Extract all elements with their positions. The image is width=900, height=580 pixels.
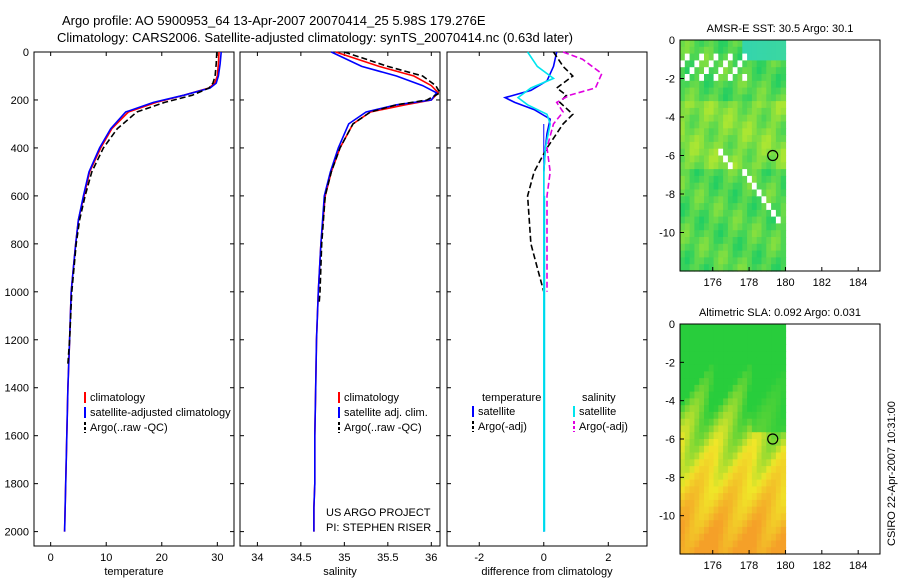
series-line-argo-raw-qc- xyxy=(67,51,218,364)
legend-diff-sal-satellite-label: satellite xyxy=(579,406,616,418)
series-line-argo-raw-qc- xyxy=(318,51,442,304)
salinity-panel-xtick-label: 36 xyxy=(425,552,437,564)
difference-panel-xlabel: difference from climatology xyxy=(481,566,613,578)
temperature-panel-ytick-label: 2000 xyxy=(5,527,29,539)
sla-map-xtick-label: 178 xyxy=(740,560,758,572)
sst-map-xtick-label: 184 xyxy=(849,277,867,289)
temperature-panel-xlabel: temperature xyxy=(104,566,163,578)
temperature-panel-ytick-label: 1800 xyxy=(5,479,29,491)
salinity-panel-xtick-label: 34.5 xyxy=(290,552,311,564)
salinity-panel-xlabel: salinity xyxy=(323,566,357,578)
sst-map-title: AMSR-E SST: 30.5 Argo: 30.1 xyxy=(707,23,854,35)
sla-map-xtick-label: 176 xyxy=(704,560,722,572)
sla-map-field xyxy=(680,324,787,555)
temperature-panel-ytick-label: 1600 xyxy=(5,431,29,443)
temperature-panel-xtick-label: 10 xyxy=(100,552,112,564)
legend-sal-satellite-label: satellite adj. clim. xyxy=(344,407,428,419)
temperature-panel-ytick-label: 600 xyxy=(11,191,29,203)
sst-map-ytick-label: -8 xyxy=(665,189,675,201)
temperature-panel-ytick-label: 400 xyxy=(11,143,29,155)
sla-map-argo-marker xyxy=(767,433,779,445)
legend-temp-argo-label: Argo(..raw -QC) xyxy=(90,422,168,434)
legend-sal-climatology-label: climatology xyxy=(344,392,400,404)
temperature-panel-frame xyxy=(33,51,235,547)
temperature-panel-ytick-label: 0 xyxy=(23,47,29,59)
sla-map-xtick-label: 182 xyxy=(813,560,831,572)
legend-temp-satellite-label: satellite-adjusted climatology xyxy=(90,407,231,419)
sla-map-xtick-label: 184 xyxy=(849,560,867,572)
salinity-panel-xtick-label: 35.5 xyxy=(377,552,398,564)
temperature-panel-xtick-label: 20 xyxy=(156,552,168,564)
sst-map-ytick-label: -2 xyxy=(665,74,675,86)
sst-map-xtick-label: 182 xyxy=(813,277,831,289)
sst-map-xtick-label: 176 xyxy=(704,277,722,289)
sla-map-ytick-label: -8 xyxy=(665,472,675,484)
series-line-satellite-adjusted-climatology xyxy=(63,51,222,532)
legend-temp-climatology-label: climatology xyxy=(90,392,146,404)
sla-map-title: Altimetric SLA: 0.092 Argo: 0.031 xyxy=(699,307,861,319)
sla-map-xtick-label: 180 xyxy=(776,560,794,572)
difference-panel-xtick-label: 2 xyxy=(605,552,611,564)
temperature-panel-ytick-label: 200 xyxy=(11,95,29,107)
sst-map-ytick-label: -4 xyxy=(665,112,675,124)
sla-map-ytick-label: -2 xyxy=(665,357,675,369)
temperature-panel-ytick-label: 1200 xyxy=(5,335,29,347)
legend-diff-sal-argo-label: Argo(-adj) xyxy=(579,421,628,433)
sst-map-argo-marker xyxy=(767,149,779,162)
salinity-panel-xtick-label: 34 xyxy=(251,552,263,564)
temperature-panel-xtick-label: 30 xyxy=(211,552,223,564)
sla-map-ytick-label: -6 xyxy=(665,434,675,446)
salinity-panel-xtick-label: 35 xyxy=(338,552,350,564)
figure-title-line1: Argo profile: AO 5900953_64 13-Apr-2007 … xyxy=(62,13,486,28)
series-line-salinity-argo-adj- xyxy=(546,51,603,292)
figure-title-line2: Climatology: CARS2006. Satellite-adjuste… xyxy=(57,30,573,45)
legend-sal-argo-label: Argo(..raw -QC) xyxy=(344,422,422,434)
sla-map-ytick-label: -10 xyxy=(659,511,675,523)
difference-panel-xtick-label: -2 xyxy=(474,552,484,564)
project-line1: US ARGO PROJECT xyxy=(326,507,431,519)
difference-panel-xtick-label: 0 xyxy=(541,552,547,564)
sla-map-ytick-label: -4 xyxy=(665,396,675,408)
sst-map-ytick-label: -10 xyxy=(659,228,675,240)
sst-map-xtick-label: 180 xyxy=(776,277,794,289)
temperature-panel-ytick-label: 1400 xyxy=(5,383,29,395)
sst-map-ytick-label: 0 xyxy=(669,35,675,47)
legend-diff-temp-argo-label: Argo(-adj) xyxy=(478,421,527,433)
temperature-panel-ytick-label: 800 xyxy=(11,239,29,251)
legend-diff-salinity-title: salinity xyxy=(582,392,616,404)
temperature-panel-ytick-label: 1000 xyxy=(5,287,29,299)
project-line2: PI: STEPHEN RISER xyxy=(326,522,431,534)
series-line-temperature-argo-adj- xyxy=(526,51,575,293)
difference-panel-frame xyxy=(446,51,648,547)
sst-map-xtick-label: 178 xyxy=(740,277,758,289)
salinity-panel-frame xyxy=(239,51,441,547)
temperature-panel-xtick-label: 0 xyxy=(48,552,54,564)
legend-diff-temp-satellite-label: satellite xyxy=(478,406,515,418)
legend-diff-temperature-title: temperature xyxy=(482,392,541,404)
sst-map-field xyxy=(680,40,787,272)
series-line-satellite-adj-clim- xyxy=(313,51,438,532)
series-line-salinity-satellite xyxy=(516,51,556,532)
sst-map-ytick-label: -6 xyxy=(665,151,675,163)
sla-map-ytick-label: 0 xyxy=(669,319,675,331)
